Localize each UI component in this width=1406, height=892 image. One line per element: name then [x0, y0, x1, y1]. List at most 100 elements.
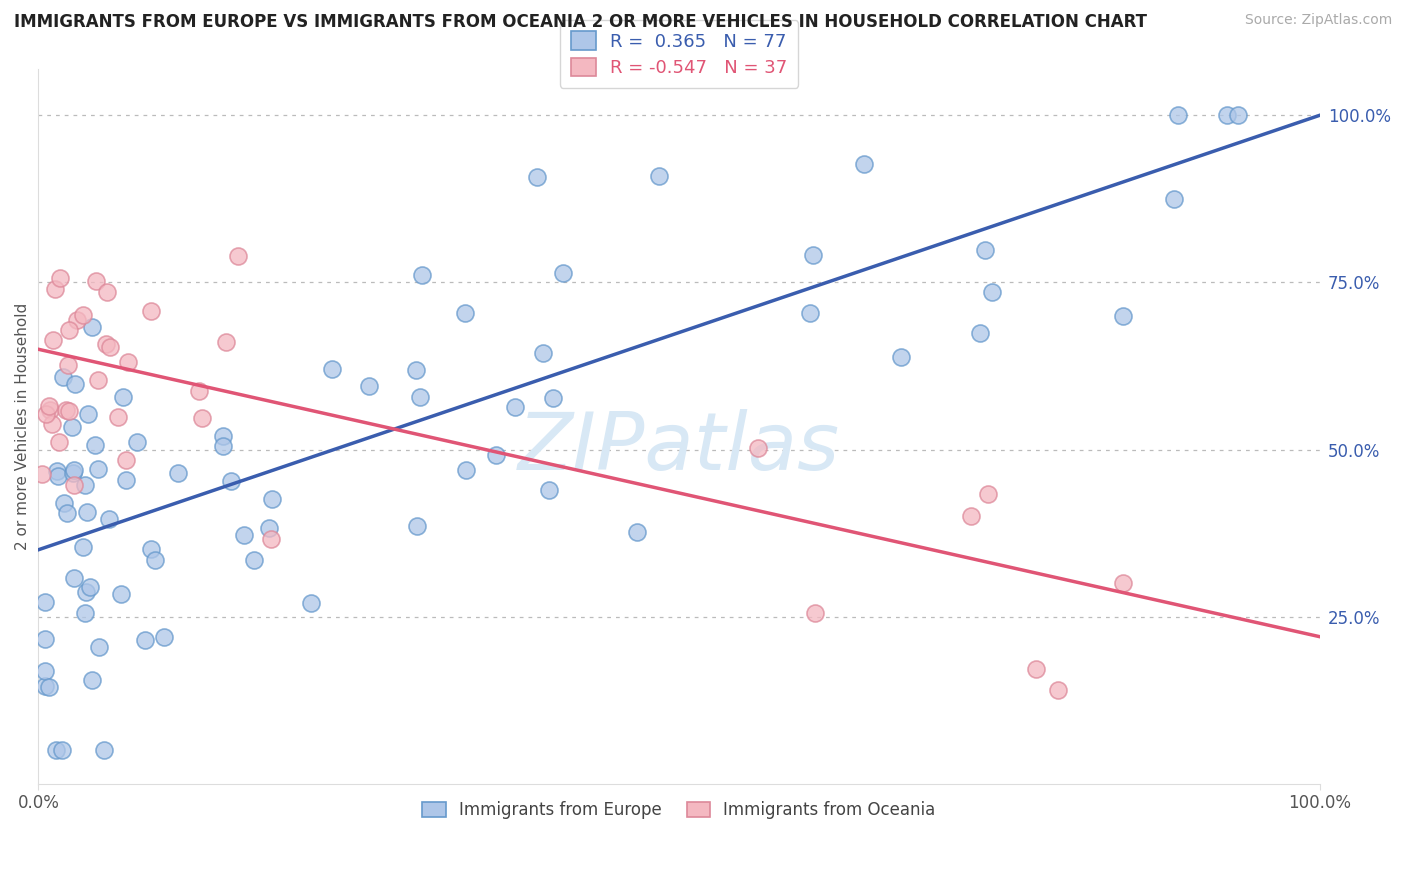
Point [139, 303, 162, 318]
Point [214, 335, 236, 350]
Point [747, 441, 769, 455]
Point [87, 462, 110, 476]
Point [143, 553, 166, 567]
Point [301, 596, 323, 610]
Point [260, 491, 283, 506]
Point [852, 157, 875, 171]
Point [411, 268, 433, 282]
Point [62, 478, 84, 492]
Point [211, 429, 233, 443]
Point [112, 391, 135, 405]
Point [76, 505, 98, 519]
Point [66, 313, 89, 327]
Point [52, 370, 75, 384]
Point [405, 362, 427, 376]
Point [454, 305, 477, 319]
Point [60, 420, 83, 434]
Point [409, 390, 432, 404]
Point [804, 607, 827, 621]
Point [73, 606, 96, 620]
Point [45, 464, 67, 478]
Point [551, 266, 574, 280]
Point [42, 333, 65, 347]
Point [80, 319, 103, 334]
Point [1046, 683, 1069, 698]
Point [107, 410, 129, 425]
Point [974, 243, 997, 257]
Point [117, 354, 139, 368]
Point [114, 453, 136, 467]
Point [97, 512, 120, 526]
Point [56, 506, 79, 520]
Point [114, 473, 136, 487]
Point [86, 274, 108, 288]
Point [44, 282, 66, 296]
Point [454, 463, 477, 477]
Point [801, 248, 824, 262]
Point [405, 519, 427, 533]
Point [357, 379, 380, 393]
Point [526, 169, 548, 184]
Point [96, 285, 118, 300]
Point [45, 743, 67, 757]
Point [260, 532, 283, 546]
Point [1112, 309, 1135, 323]
Point [79, 580, 101, 594]
Point [152, 631, 174, 645]
Point [167, 466, 190, 480]
Point [80, 673, 103, 687]
Point [890, 351, 912, 365]
Point [98, 340, 121, 354]
Point [243, 553, 266, 567]
Point [72, 308, 94, 322]
Point [1216, 108, 1239, 122]
Text: ZIPatlas: ZIPatlas [517, 409, 839, 486]
Text: Source: ZipAtlas.com: Source: ZipAtlas.com [1244, 13, 1392, 28]
Point [53, 496, 76, 510]
Point [38, 681, 60, 695]
Point [110, 586, 132, 600]
Y-axis label: 2 or more Vehicles in Household: 2 or more Vehicles in Household [15, 302, 30, 549]
Point [226, 249, 249, 263]
Point [86, 373, 108, 387]
Point [62, 466, 84, 480]
Point [219, 474, 242, 488]
Point [73, 478, 96, 492]
Point [63, 463, 86, 477]
Point [1167, 108, 1189, 122]
Point [55, 402, 77, 417]
Point [34, 595, 56, 609]
Point [56, 358, 79, 372]
Point [58, 323, 80, 337]
Point [48, 469, 70, 483]
Point [799, 306, 821, 320]
Point [31, 467, 53, 481]
Point [58, 403, 80, 417]
Point [212, 439, 235, 453]
Point [503, 401, 526, 415]
Point [34, 632, 56, 647]
Point [485, 448, 508, 462]
Point [38, 403, 60, 417]
Point [1163, 192, 1185, 206]
Point [75, 585, 97, 599]
Point [233, 528, 256, 542]
Point [1025, 662, 1047, 676]
Point [51, 743, 73, 757]
Point [77, 407, 100, 421]
Point [49, 271, 72, 285]
Point [626, 524, 648, 539]
Point [34, 664, 56, 678]
Point [134, 632, 156, 647]
Point [93, 743, 115, 757]
Point [34, 679, 56, 693]
Point [41, 417, 63, 431]
Point [1226, 108, 1249, 122]
Point [648, 169, 671, 183]
Point [84, 438, 107, 452]
Point [34, 407, 56, 421]
Point [89, 640, 111, 655]
Point [63, 376, 86, 391]
Text: IMMIGRANTS FROM EUROPE VS IMMIGRANTS FROM OCEANIA 2 OR MORE VEHICLES IN HOUSEHOL: IMMIGRANTS FROM EUROPE VS IMMIGRANTS FRO… [14, 13, 1147, 31]
Point [960, 508, 983, 523]
